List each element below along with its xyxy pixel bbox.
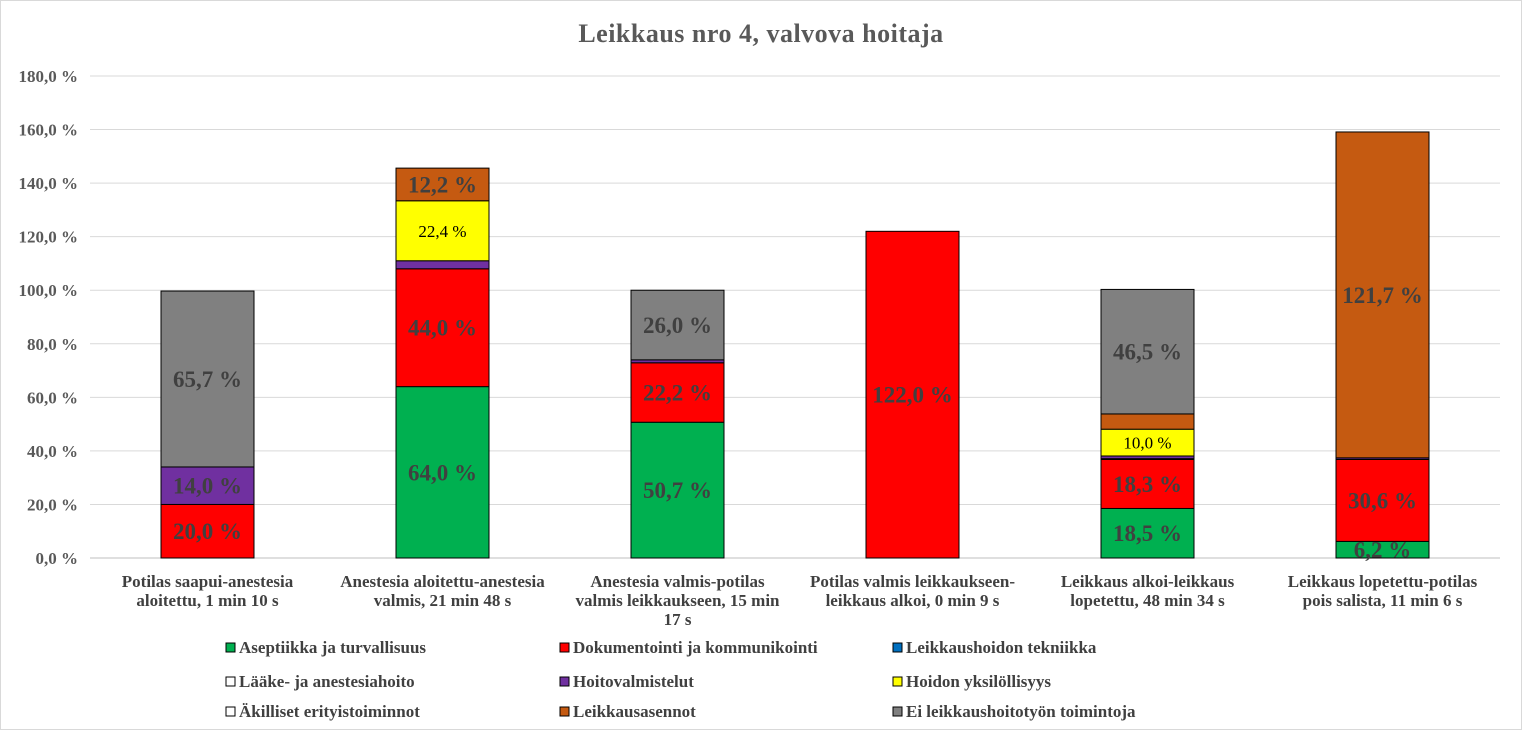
bar-segment bbox=[395, 200, 490, 262]
data-label: 46,5 % bbox=[1113, 340, 1182, 365]
legend-swatch bbox=[225, 676, 236, 687]
y-tick-label: 140,0 % bbox=[19, 174, 79, 193]
x-category-label: Anestesia aloitettu-anestesia bbox=[340, 572, 545, 591]
legend-swatch bbox=[559, 642, 570, 653]
bar-segment bbox=[1100, 288, 1195, 415]
bar-segment bbox=[395, 268, 490, 388]
x-category-label: valmis, 21 min 48 s bbox=[374, 591, 512, 610]
bar-segment bbox=[865, 230, 960, 559]
bar-segment bbox=[1335, 458, 1430, 542]
y-tick-label: 80,0 % bbox=[27, 335, 78, 354]
y-tick-label: 20,0 % bbox=[27, 495, 78, 514]
data-label: 65,7 % bbox=[173, 367, 242, 392]
bar-segment bbox=[1100, 428, 1195, 457]
y-tick-label: 160,0 % bbox=[19, 121, 79, 140]
y-tick-label: 60,0 % bbox=[27, 388, 78, 407]
legend-swatch bbox=[225, 706, 236, 717]
data-label: 22,4 % bbox=[418, 222, 466, 241]
legend-label: Leikkaushoidon tekniikka bbox=[906, 638, 1097, 657]
y-tick-label: 120,0 % bbox=[19, 228, 79, 247]
y-tick-label: 40,0 % bbox=[27, 442, 78, 461]
legend-label: Aseptiikka ja turvallisuus bbox=[239, 638, 426, 657]
legend-swatch bbox=[559, 676, 570, 687]
bar-segment bbox=[1335, 131, 1430, 459]
chart-title: Leikkaus nro 4, valvova hoitaja bbox=[578, 19, 943, 48]
bar-segment bbox=[395, 386, 490, 559]
data-label: 44,0 % bbox=[408, 316, 477, 341]
data-label: 18,5 % bbox=[1113, 521, 1182, 546]
data-label: 50,7 % bbox=[643, 478, 712, 503]
legend: Aseptiikka ja turvallisuus Dokumentointi … bbox=[225, 638, 1136, 721]
data-label: 12,2 % bbox=[408, 172, 477, 197]
legend-swatch bbox=[892, 706, 903, 717]
data-label: 22,2 % bbox=[643, 381, 712, 406]
bar-segment bbox=[160, 466, 255, 505]
bar-segment bbox=[395, 167, 490, 202]
data-label: 26,0 % bbox=[643, 313, 712, 338]
bar-segment bbox=[1100, 413, 1195, 430]
legend-swatch bbox=[892, 642, 903, 653]
data-label: 14,0 % bbox=[173, 474, 242, 499]
legend-label: Hoitovalmistelut bbox=[573, 672, 694, 691]
x-category-label: Potilas valmis leikkaukseen- bbox=[810, 572, 1015, 591]
bar-segment bbox=[630, 421, 725, 559]
data-label: 121,7 % bbox=[1342, 283, 1423, 308]
x-category-label: pois salista, 11 min 6 s bbox=[1303, 591, 1463, 610]
data-label: 30,6 % bbox=[1348, 488, 1417, 513]
legend-swatch bbox=[225, 642, 236, 653]
bar-segment bbox=[630, 289, 725, 361]
bar-segment bbox=[1100, 507, 1195, 559]
x-category-label: lopetettu, 48 min 34 s bbox=[1070, 591, 1225, 610]
data-label: 6,2 % bbox=[1354, 538, 1412, 563]
x-category-label: Leikkaus lopetettu-potilas bbox=[1288, 572, 1478, 591]
x-category-label: aloitettu, 1 min 10 s bbox=[136, 591, 279, 610]
bar-segment bbox=[1100, 458, 1195, 509]
legend-label: Leikkausasennot bbox=[573, 702, 696, 721]
legend-label: Dokumentointi ja kommunikointi bbox=[573, 638, 818, 657]
y-axis-ticks: 0,0 % 20,0 % 40,0 % 60,0 % 80,0 % 100,0 % 120,… bbox=[19, 67, 79, 568]
data-label: 20,0 % bbox=[173, 519, 242, 544]
x-category-label: 17 s bbox=[664, 610, 692, 629]
legend-swatch bbox=[559, 706, 570, 717]
bar-segment bbox=[395, 260, 490, 270]
legend-swatch bbox=[892, 676, 903, 687]
data-label: 122,0 % bbox=[872, 383, 953, 408]
bar-segment bbox=[160, 290, 255, 468]
x-category-label: Anestesia valmis-potilas bbox=[590, 572, 765, 591]
y-tick-label: 100,0 % bbox=[19, 281, 79, 300]
x-category-label: leikkaus alkoi, 0 min 9 s bbox=[826, 591, 1000, 610]
data-labels: 20,0 % 14,0 % 65,7 % 64,0 % 44,0 % 22,4 % 12,2… bbox=[173, 172, 1423, 562]
bar-segment bbox=[630, 362, 725, 423]
bar-segment bbox=[160, 503, 255, 559]
legend-label: Hoidon yksilöllisyys bbox=[906, 672, 1051, 691]
bars bbox=[160, 131, 1430, 559]
data-label: 18,3 % bbox=[1113, 472, 1182, 497]
legend-label: Äkilliset erityistoiminnot bbox=[239, 702, 420, 721]
data-label: 10,0 % bbox=[1123, 434, 1171, 453]
y-tick-label: 180,0 % bbox=[19, 67, 79, 86]
legend-label: Ei leikkaushoitotyön toimintoja bbox=[906, 702, 1136, 721]
x-category-label: Leikkaus alkoi-leikkaus bbox=[1061, 572, 1235, 591]
y-tick-label: 0,0 % bbox=[36, 549, 79, 568]
data-label: 64,0 % bbox=[408, 460, 477, 485]
x-category-label: valmis leikkaukseen, 15 min bbox=[575, 591, 780, 610]
legend-label: Lääke- ja anestesiahoito bbox=[239, 672, 415, 691]
x-category-label: Potilas saapui-anestesia bbox=[122, 572, 294, 591]
gridlines bbox=[90, 75, 1500, 559]
